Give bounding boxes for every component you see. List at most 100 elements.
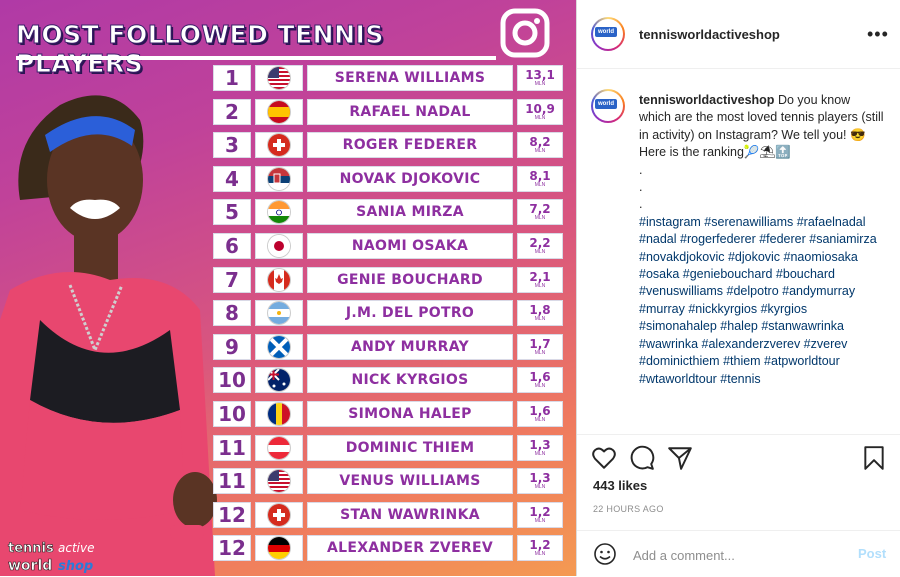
rank-number: 12 xyxy=(213,535,251,562)
followers-count: 13,1 xyxy=(525,68,555,82)
post-comment-button[interactable]: Post xyxy=(858,546,887,561)
share-icon[interactable] xyxy=(667,445,693,471)
rank-number: 11 xyxy=(213,468,251,495)
avatar[interactable]: world xyxy=(591,17,625,51)
player-name: ROGER FEDERER xyxy=(307,132,513,159)
comment-input[interactable] xyxy=(631,545,845,565)
ro-flag-icon xyxy=(268,403,290,425)
ranking-row: 10 NICK KYRGIOS 1,6 MLN xyxy=(213,367,565,395)
jp-flag-icon xyxy=(268,235,290,257)
followers-unit: MLN xyxy=(534,417,546,423)
heart-icon[interactable] xyxy=(591,445,617,471)
followers-cell: 1,2 MLN xyxy=(517,535,563,562)
followers-unit: MLN xyxy=(534,316,546,323)
title-underline xyxy=(16,56,496,60)
followers-cell: 2,1 MLN xyxy=(517,266,563,293)
followers-unit: MLN xyxy=(534,484,546,491)
flag-cell xyxy=(255,367,303,394)
flag-cell xyxy=(255,199,303,226)
followers-cell: 13,1 MLN xyxy=(517,65,563,91)
followers-count: 7,2 xyxy=(529,202,551,217)
followers-unit: MLN xyxy=(534,349,546,356)
likes-count[interactable]: 443 likes xyxy=(593,478,648,493)
followers-count: 1,3 xyxy=(529,437,551,452)
flag-cell xyxy=(255,98,303,125)
followers-cell: 1,6 MLN xyxy=(517,401,563,427)
shop-watermark-logo: tennis world active shop xyxy=(8,541,95,574)
ranking-row: 6 NAOMI OSAKA 2,2 MLN xyxy=(213,233,565,261)
svg-text:world: world xyxy=(8,558,52,574)
ranking-row: 8 J.M. DEL POTRO 1,8 MLN xyxy=(213,300,565,328)
ca-flag-icon xyxy=(268,268,290,291)
es-flag-icon xyxy=(268,100,290,123)
followers-count: 8,1 xyxy=(529,168,551,183)
followers-cell: 1,3 MLN xyxy=(517,434,563,461)
followers-count: 1,2 xyxy=(529,504,551,519)
post-timestamp[interactable]: 22 HOURS AGO xyxy=(593,504,664,514)
player-name: SIMONA HALEP xyxy=(307,401,513,427)
rank-number: 6 xyxy=(213,233,251,259)
flag-cell xyxy=(255,468,303,495)
caption-username[interactable]: tennisworldactiveshop xyxy=(639,93,775,107)
flag-cell xyxy=(255,333,303,360)
followers-count: 1,6 xyxy=(529,404,551,418)
header-username[interactable]: tennisworldactiveshop xyxy=(639,27,780,42)
player-name: ANDY MURRAY xyxy=(307,333,513,360)
followers-cell: 1,3 MLN xyxy=(517,468,563,495)
ranking-row: 11 VENUS WILLIAMS 1,3 MLN xyxy=(213,468,565,496)
svg-text:shop: shop xyxy=(58,559,93,574)
infographic-title-bar: MOST FOLLOWED TENNIS PLAYERS xyxy=(0,8,500,79)
ranking-row: 12 STAN WAWRINKA 1,2 MLN xyxy=(213,501,565,530)
rank-number: 3 xyxy=(213,132,251,159)
au-flag-icon xyxy=(268,369,290,392)
player-name: NICK KYRGIOS xyxy=(307,367,513,394)
flag-cell xyxy=(255,233,303,259)
caption-hashtags[interactable]: #instagram #serenawilliams #rafaelnadal … xyxy=(639,214,877,386)
followers-unit: MLN xyxy=(534,249,546,255)
rs-flag-icon xyxy=(268,167,290,190)
ch-flag-icon xyxy=(268,503,290,526)
bookmark-icon[interactable] xyxy=(861,445,887,471)
followers-unit: MLN xyxy=(534,81,546,87)
post-image[interactable]: MOST FOLLOWED TENNIS PLAYERS 1 SERENA WIL… xyxy=(0,0,576,576)
followers-count: 1,2 xyxy=(529,538,551,553)
flag-cell xyxy=(255,266,303,293)
post-actions xyxy=(577,434,900,487)
ranking-row: 9 ANDY MURRAY 1,7 MLN xyxy=(213,333,565,362)
player-name: ALEXANDER ZVEREV xyxy=(307,535,513,562)
ranking-row: 3 ROGER FEDERER 8,2 MLN xyxy=(213,132,565,160)
player-name: NOVAK DJOKOVIC xyxy=(307,165,513,192)
rank-number: 9 xyxy=(213,333,251,360)
ranking-row: 10 SIMONA HALEP 1,6 MLN xyxy=(213,401,565,429)
caption-avatar[interactable]: world xyxy=(591,89,625,123)
followers-unit: MLN xyxy=(534,181,546,188)
rank-number: 2 xyxy=(213,98,251,125)
followers-count: 10,9 xyxy=(525,101,555,116)
ranking-row: 7 GENIE BOUCHARD 2,1 MLN xyxy=(213,266,565,295)
player-name: STAN WAWRINKA xyxy=(307,501,513,528)
caption-avatar-logo: world xyxy=(595,99,617,109)
more-horizontal-icon[interactable]: ••• xyxy=(867,24,889,44)
followers-unit: MLN xyxy=(534,517,546,524)
followers-unit: MLN xyxy=(534,114,546,121)
infographic-title: MOST FOLLOWED TENNIS PLAYERS xyxy=(16,20,384,79)
comment-icon[interactable] xyxy=(629,445,655,471)
avatar-logo: world xyxy=(595,27,617,37)
player-name: GENIE BOUCHARD xyxy=(307,266,513,293)
flag-cell xyxy=(255,501,303,528)
followers-cell: 1,6 MLN xyxy=(517,367,563,394)
at-flag-icon xyxy=(268,436,290,459)
vertical-divider xyxy=(576,0,577,576)
followers-cell: 2,2 MLN xyxy=(517,233,563,259)
followers-count: 1,7 xyxy=(529,336,551,351)
flag-cell xyxy=(255,434,303,461)
flag-cell xyxy=(255,535,303,562)
caption-line2: Here is the ranking🎾⛱🔝 xyxy=(639,145,791,160)
caption-dot: . xyxy=(639,180,643,195)
ranking-row: 1 SERENA WILLIAMS 13,1 MLN xyxy=(213,65,565,93)
ranking-row: 5 SANIA MIRZA 7,2 MLN xyxy=(213,199,565,227)
ch-flag-icon xyxy=(268,134,290,157)
rank-number: 11 xyxy=(213,434,251,461)
emoji-icon[interactable] xyxy=(593,542,617,566)
